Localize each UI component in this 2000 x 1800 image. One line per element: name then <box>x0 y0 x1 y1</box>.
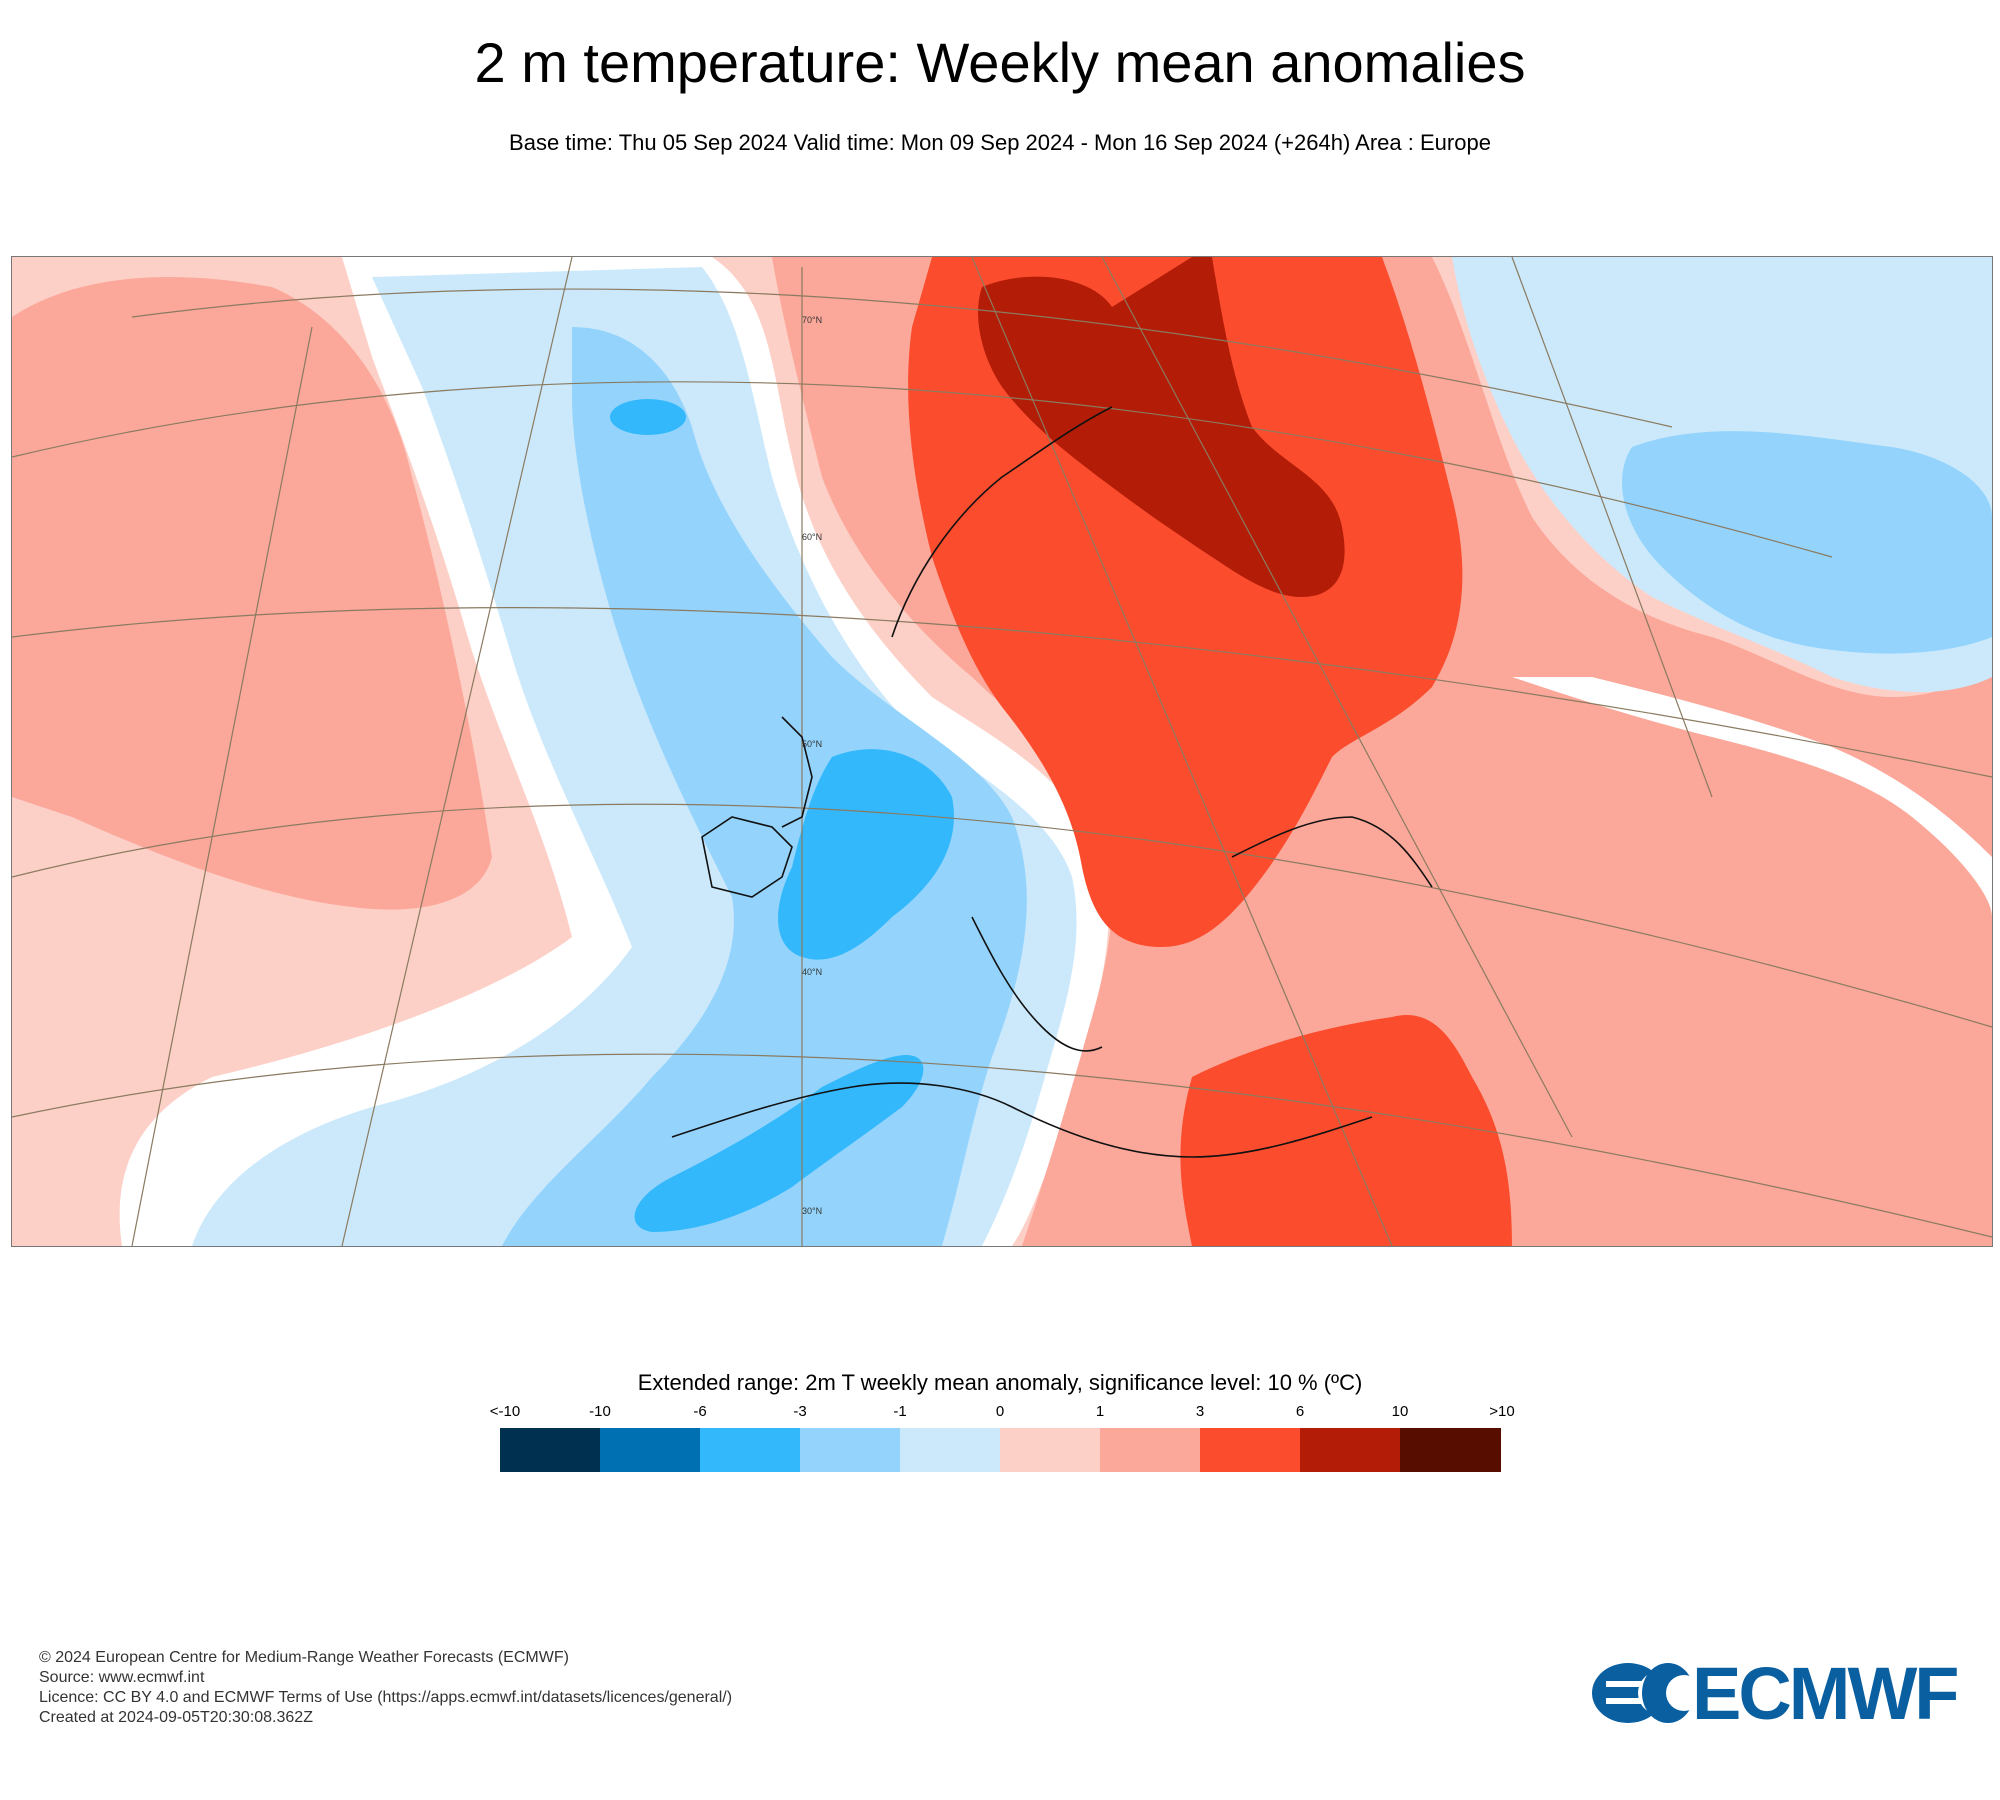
legend-swatch <box>1000 1428 1101 1472</box>
graticule <box>12 257 1992 1246</box>
lat-label-70: 70°N <box>802 315 822 325</box>
region-cold-light <box>502 327 1027 1246</box>
lat-label-40: 40°N <box>802 967 822 977</box>
legend-tick-label: -1 <box>893 1403 907 1420</box>
legend-tick-label: 10 <box>1391 1403 1409 1420</box>
lat-label-50: 50°N <box>802 739 822 749</box>
region-cold-core-france <box>778 749 954 960</box>
legend-swatch <box>1400 1428 1501 1472</box>
legend-swatch <box>1100 1428 1201 1472</box>
legend-tick-label: -3 <box>793 1403 807 1420</box>
legend-swatch <box>1300 1428 1401 1472</box>
legend-swatch <box>700 1428 801 1472</box>
region-warm-red-africa <box>1180 1015 1512 1246</box>
footer-created: Created at 2024-09-05T20:30:08.362Z <box>39 1709 313 1726</box>
chart-title: 2 m temperature: Weekly mean anomalies <box>474 31 1526 94</box>
region-cold-russia <box>1622 431 1992 654</box>
region-cold-iceland <box>610 399 686 435</box>
ecmwf-logo-icon <box>1592 1663 1702 1723</box>
legend-tick-label: 1 <box>1095 1403 1105 1420</box>
color-legend <box>500 1428 1501 1472</box>
map-canvas: 70°N 60°N 50°N 40°N 30°N <box>12 257 1992 1246</box>
region-white-east-margin <box>1512 677 1992 917</box>
legend-tick-label: -10 <box>589 1403 611 1420</box>
lat-label-30: 30°N <box>802 1206 822 1216</box>
legend-tick-label: 0 <box>995 1403 1005 1420</box>
footer: © 2024 European Centre for Medium-Range … <box>39 1648 732 1728</box>
region-west-atlantic-warm <box>12 277 492 910</box>
latitude-labels: 70°N 60°N 50°N 40°N 30°N <box>802 315 822 1216</box>
legend-tick-label: 6 <box>1295 1403 1305 1420</box>
legend-tick-label: <-10 <box>489 1403 521 1420</box>
legend-swatch <box>500 1428 601 1472</box>
region-cold-core-africa <box>634 1055 924 1232</box>
chart-subtitle: Base time: Thu 05 Sep 2024 Valid time: M… <box>509 130 1491 155</box>
lat-label-60: 60°N <box>802 532 822 542</box>
anomaly-map[interactable]: 70°N 60°N 50°N 40°N 30°N <box>11 256 1993 1247</box>
legend-swatch <box>1200 1428 1301 1472</box>
footer-copyright: © 2024 European Centre for Medium-Range … <box>39 1649 569 1666</box>
footer-licence: Licence: CC BY 4.0 and ECMWF Terms of Us… <box>39 1689 733 1706</box>
legend-tick-label: 3 <box>1195 1403 1205 1420</box>
legend-swatch <box>600 1428 701 1472</box>
coastlines <box>671 406 1433 1158</box>
legend-swatch <box>800 1428 901 1472</box>
legend-title: Extended range: 2m T weekly mean anomaly… <box>637 1370 1363 1395</box>
legend-swatch <box>900 1428 1001 1472</box>
legend-tick-label: >10 <box>1489 1403 1515 1420</box>
logo-text: ECMWF <box>1692 1652 1959 1735</box>
region-warm-darkred-core <box>978 257 1345 597</box>
footer-source: Source: www.ecmwf.int <box>39 1669 205 1686</box>
legend-tick-label: -6 <box>693 1403 707 1420</box>
